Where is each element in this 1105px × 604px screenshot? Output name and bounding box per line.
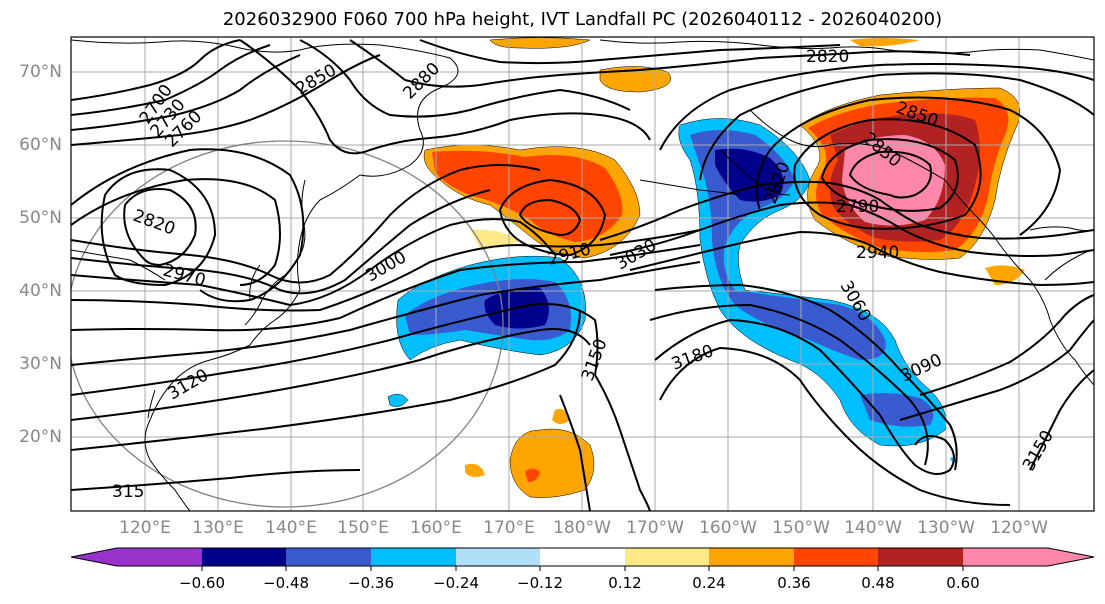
map-frame (70, 36, 1095, 512)
colorbar-outline (70, 547, 1095, 567)
ivt-anomaly-cyan (387, 393, 409, 407)
colorbar-segment (878, 548, 963, 566)
contour-label: 2820 (130, 206, 177, 240)
ivt-anomaly-orange (552, 408, 570, 424)
lon-label-170w: 170°W (626, 518, 684, 538)
ivt-anomaly-orange (465, 463, 485, 477)
contour-label: 2820 (806, 47, 849, 67)
ivt-anomaly-yellow (489, 37, 591, 49)
colorbar-tick-label: −0.60 (179, 574, 225, 592)
contour-label: 3150 (578, 336, 612, 383)
colorbar-tick-label: −0.24 (433, 574, 479, 592)
colorbar-segment (625, 548, 709, 566)
lon-label-130w: 130°W (917, 518, 975, 538)
colorbar-extend-right (1048, 548, 1094, 566)
ivt-anomaly-yellow (850, 38, 920, 47)
map-title: 2026032900 F060 700 hPa height, IVT Land… (222, 9, 943, 30)
colorbar-tick-label: −0.12 (517, 574, 563, 592)
ivt-anomaly-red (525, 468, 540, 482)
colorbar-extend-left (71, 548, 117, 566)
colorbar-tick-label: 0.48 (861, 574, 895, 592)
colorbar-tick-label: 0.12 (608, 574, 642, 592)
lat-label-50n: 50°N (19, 208, 62, 228)
colorbar-segment (456, 548, 540, 566)
lon-label-160e: 160°E (410, 518, 462, 538)
range-circle (71, 140, 504, 508)
lat-label-70n: 70°N (19, 62, 62, 82)
lat-label-30n: 30°N (19, 354, 62, 374)
colorbar (70, 547, 1095, 571)
colorbar-segment (286, 548, 371, 566)
lon-label-120w: 120°W (990, 518, 1048, 538)
ivt-positive-shading (423, 37, 1025, 498)
colorbar-segment (709, 548, 794, 566)
lat-label-40n: 40°N (19, 281, 62, 301)
lon-label-150w: 150°W (772, 518, 830, 538)
colorbar-segment (371, 548, 456, 566)
lon-label-120e: 120°E (119, 518, 171, 538)
lon-label-140w: 140°W (844, 518, 902, 538)
colorbar-tick-label: −0.36 (348, 574, 394, 592)
colorbar-tick-label: 0.36 (777, 574, 811, 592)
lon-label-140e: 140°E (265, 518, 317, 538)
colorbar-segment (963, 548, 1048, 566)
contour-label: 3090 (898, 350, 946, 386)
contour-label: 2850 (293, 60, 340, 99)
colorbar-segment (202, 548, 286, 566)
contour-label: 2940 (856, 243, 899, 263)
colorbar-segment (117, 548, 202, 566)
lon-label-180w: 180°W (553, 518, 611, 538)
ivt-anomaly-yellow (599, 66, 671, 93)
lat-label-20n: 20°N (19, 427, 62, 447)
lat-label-60n: 60°N (19, 135, 62, 155)
height-contours (71, 39, 1094, 511)
colorbar-segment (540, 548, 625, 566)
colorbar-tick-label: 0.60 (946, 574, 980, 592)
contour-label: 3000 (363, 247, 410, 286)
ivt-anomaly-blue (860, 393, 934, 427)
ivt-anomaly-red (432, 150, 623, 242)
ivt-anomaly-yellow (470, 229, 520, 249)
contour-label: 3150 (1019, 427, 1058, 474)
contour-label: 315 (112, 482, 144, 502)
colorbar-tick-label: 0.24 (692, 574, 726, 592)
colorbar-tick-label: −0.48 (263, 574, 309, 592)
contour-label: 2790 (836, 197, 879, 217)
contour-label: 3120 (165, 365, 212, 404)
lon-label-130e: 130°E (192, 518, 244, 538)
contour-label: 3180 (669, 341, 716, 375)
lon-label-160w: 160°W (699, 518, 757, 538)
coastlines (71, 39, 1094, 511)
colorbar-segment (794, 548, 878, 566)
lon-label-150e: 150°E (337, 518, 389, 538)
lon-label-170e: 170°E (483, 518, 535, 538)
